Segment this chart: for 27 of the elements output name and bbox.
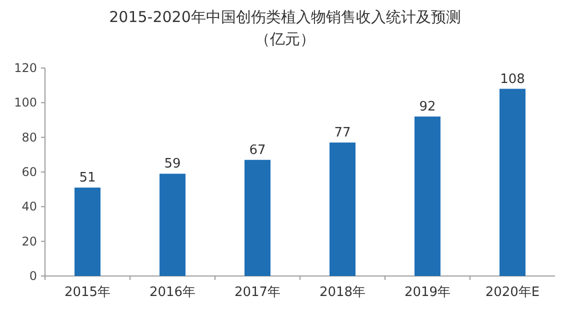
x-tick-label: 2017年 — [234, 285, 281, 300]
data-label: 59 — [164, 156, 181, 172]
bar — [244, 160, 270, 276]
y-tick-label: 0 — [29, 269, 37, 283]
data-label: 67 — [249, 142, 266, 158]
data-label: 92 — [419, 100, 436, 115]
x-tick-label: 2015年 — [64, 285, 111, 300]
y-tick-label: 120 — [14, 61, 37, 75]
data-label: 108 — [500, 72, 525, 87]
y-tick-label: 40 — [22, 200, 37, 214]
bar — [330, 142, 356, 276]
chart-title: 2015-2020年中国创伤类植入物销售收入统计及预测 — [109, 8, 461, 26]
y-tick-label: 80 — [22, 130, 37, 144]
chart-subtitle: （亿元） — [255, 30, 315, 48]
x-tick-label: 2019年 — [404, 285, 451, 300]
bar — [500, 88, 526, 276]
data-label: 77 — [334, 126, 351, 141]
x-tick-label: 2020年E — [485, 285, 540, 300]
bar — [74, 188, 100, 276]
bar — [160, 174, 186, 276]
y-tick-label: 60 — [22, 165, 37, 179]
x-tick-label: 2016年 — [149, 285, 196, 300]
y-tick-label: 20 — [22, 234, 37, 248]
y-tick-label: 100 — [14, 96, 37, 110]
data-label: 51 — [79, 170, 96, 186]
x-tick-label: 2018年 — [319, 285, 366, 300]
bar — [414, 116, 440, 276]
